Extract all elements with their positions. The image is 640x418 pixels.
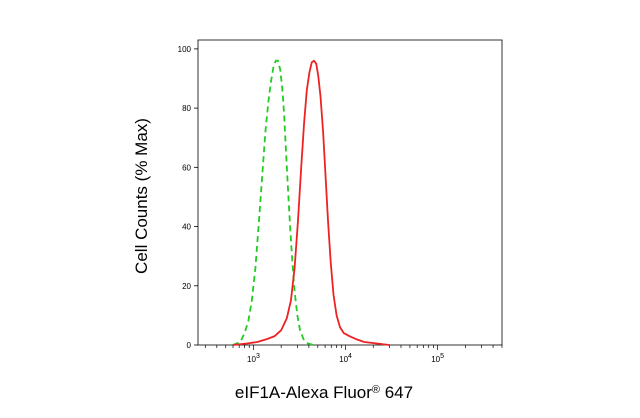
y-axis-title: Cell Counts (% Max) <box>132 118 151 274</box>
x-tick-label-base: 10 <box>247 355 256 364</box>
x-tick-label: 105 <box>431 353 444 364</box>
y-tick-label: 100 <box>178 45 192 54</box>
series-line-2 <box>232 59 390 346</box>
x-axis-title-suffix: 647 <box>380 383 413 402</box>
x-tick-label-exponent: 4 <box>348 353 352 360</box>
y-tick-label: 80 <box>182 104 191 113</box>
x-axis-title-main: eIF1A-Alexa Fluor <box>235 383 372 402</box>
y-tick-label: 0 <box>187 341 192 350</box>
y-tick-label: 40 <box>182 223 191 232</box>
x-tick-label: 104 <box>339 353 352 364</box>
y-tick-label: 20 <box>182 282 191 291</box>
y-tick-label: 60 <box>182 163 191 172</box>
x-tick-label-exponent: 3 <box>256 353 260 360</box>
x-tick-label: 103 <box>247 353 260 364</box>
x-axis-title: eIF1A-Alexa Fluor® 647 <box>235 383 413 402</box>
x-axis-title-mark: ® <box>372 384 380 396</box>
x-tick-label-base: 10 <box>339 355 348 364</box>
series-line-1 <box>232 59 314 346</box>
plot-frame <box>197 39 503 346</box>
x-tick-label-base: 10 <box>431 355 440 364</box>
x-tick-label-exponent: 5 <box>440 353 444 360</box>
